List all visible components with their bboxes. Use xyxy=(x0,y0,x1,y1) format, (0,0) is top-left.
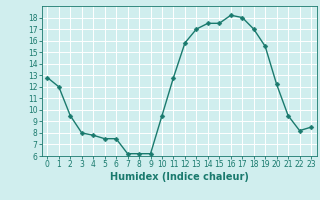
X-axis label: Humidex (Indice chaleur): Humidex (Indice chaleur) xyxy=(110,172,249,182)
